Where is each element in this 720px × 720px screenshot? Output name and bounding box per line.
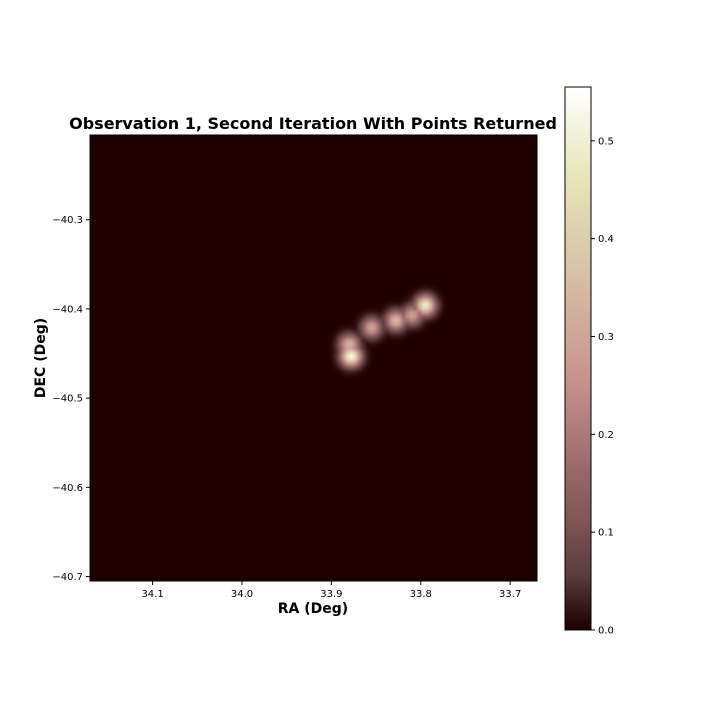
heatmap-image <box>90 135 537 581</box>
x-axis-title: RA (Deg) <box>278 601 348 617</box>
colorbar-tick-label: 0.5 <box>598 136 614 147</box>
colorbar-gradient <box>565 87 591 630</box>
chart-title: Observation 1, Second Iteration With Poi… <box>69 114 557 133</box>
heatmap-plot-area <box>89 134 538 582</box>
y-axis: −40.3 −40.4 −40.5 −40.6 −40.7 <box>52 215 90 583</box>
colorbar-tick-label: 0.3 <box>598 332 614 343</box>
colorbar-tick-label: 0.0 <box>598 626 614 637</box>
y-tick-label: −40.4 <box>52 304 83 315</box>
y-tick-label: −40.3 <box>52 215 83 226</box>
colorbar-tick-label: 0.4 <box>598 234 614 245</box>
x-tick-label: 33.8 <box>410 589 432 600</box>
y-tick-label: −40.6 <box>52 483 83 494</box>
y-tick-label: −40.5 <box>52 394 83 405</box>
y-axis-title: DEC (Deg) <box>33 318 49 398</box>
colorbar-tick-label: 0.2 <box>598 430 614 441</box>
x-axis: 34.1 34.0 33.9 33.8 33.7 <box>141 581 521 600</box>
plot-frame <box>89 134 538 582</box>
x-tick-label: 34.1 <box>141 589 163 600</box>
x-tick-label: 34.0 <box>231 589 253 600</box>
colorbar-tick-label: 0.1 <box>598 528 614 539</box>
x-tick-label: 33.7 <box>499 589 521 600</box>
colorbar: 0.0 0.1 0.2 0.3 0.4 0.5 <box>564 86 614 637</box>
colorbar-ticks: 0.0 0.1 0.2 0.3 0.4 0.5 <box>591 136 614 637</box>
y-tick-label: −40.7 <box>52 572 83 583</box>
colorbar-frame <box>564 86 592 631</box>
x-tick-label: 33.9 <box>320 589 342 600</box>
